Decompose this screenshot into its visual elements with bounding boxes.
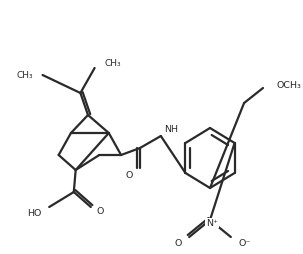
Text: HO: HO [27,209,42,217]
Text: CH₃: CH₃ [104,58,121,68]
Text: NH: NH [164,124,178,134]
Text: O: O [96,208,104,216]
Text: O: O [125,170,132,180]
Text: CH₃: CH₃ [16,71,33,80]
Text: N⁺: N⁺ [206,218,218,228]
Text: OCH₃: OCH₃ [276,81,301,89]
Text: O⁻: O⁻ [238,239,251,247]
Text: O: O [174,239,181,247]
